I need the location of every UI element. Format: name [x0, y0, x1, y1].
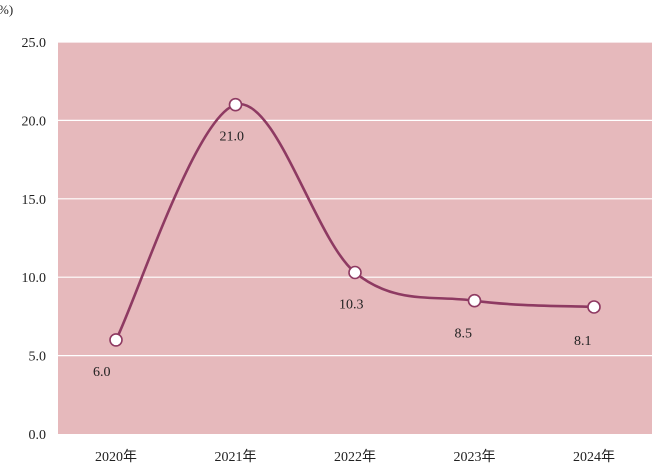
y-tick-label: 20.0	[22, 114, 47, 129]
y-tick-label: 10.0	[22, 271, 47, 286]
y-unit-label: %)	[0, 2, 13, 17]
data-labels: 6.0 21.0 10.3 8.5 8.1	[93, 130, 592, 380]
x-tick-label: 2021年	[215, 449, 257, 465]
y-tick-label: 0.0	[29, 428, 47, 443]
data-point	[228, 97, 243, 112]
data-point	[587, 300, 601, 314]
data-point	[467, 293, 482, 308]
data-label: 8.5	[455, 327, 473, 342]
x-tick-label: 2022年	[334, 449, 376, 465]
data-point	[109, 333, 123, 347]
y-axis: 0.0 5.0 10.0 15.0 20.0 25.0	[22, 36, 47, 443]
data-label: 6.0	[93, 365, 111, 380]
plot-area	[58, 42, 652, 434]
data-label: 8.1	[574, 334, 592, 349]
data-label: 10.3	[339, 297, 364, 312]
x-tick-label: 2020年	[95, 449, 137, 465]
series-line	[114, 103, 595, 341]
gridlines	[58, 41, 652, 357]
y-tick-label: 15.0	[22, 193, 47, 208]
data-point	[348, 265, 362, 280]
y-tick-label: 5.0	[29, 350, 47, 365]
x-tick-label: 2024年	[573, 449, 615, 465]
x-tick-label: 2023年	[454, 449, 496, 465]
data-label: 21.0	[220, 130, 245, 145]
y-tick-label: 25.0	[22, 36, 47, 51]
data-points	[109, 97, 601, 347]
x-axis: 2020年 2021年 2022年 2023年 2024年	[95, 449, 615, 465]
